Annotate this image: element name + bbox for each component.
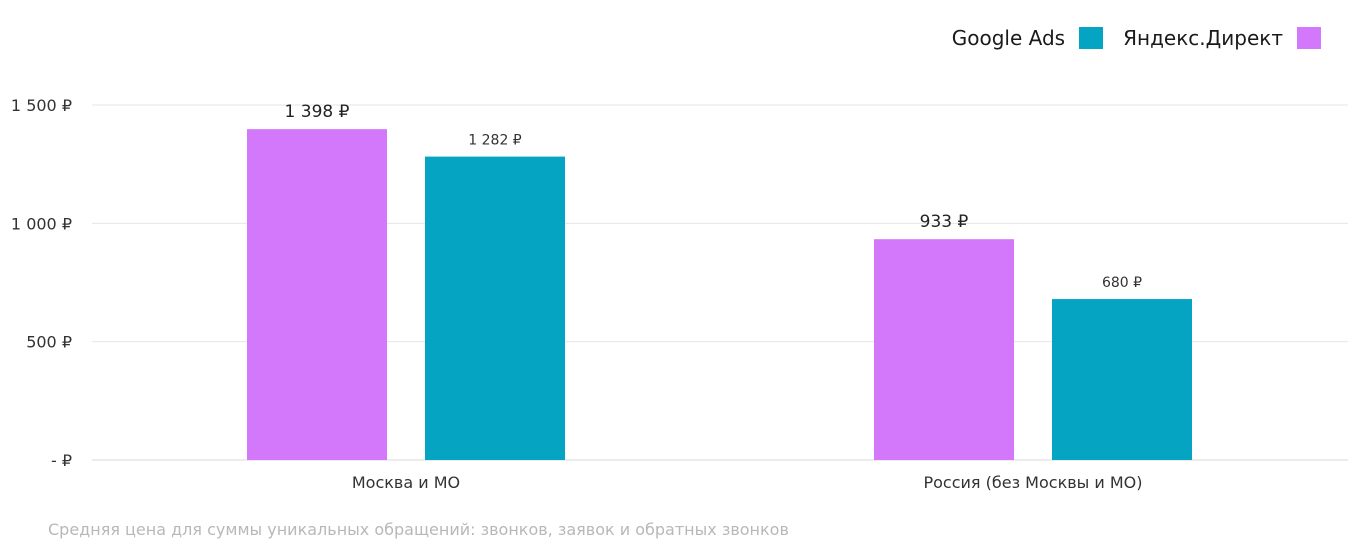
y-tick-label: 500 ₽ <box>26 333 72 352</box>
y-tick-label: - ₽ <box>51 451 72 470</box>
legend-label-yandex-direct: Яндекс.Директ <box>1123 26 1283 50</box>
data-label: 1 282 ₽ <box>468 133 522 149</box>
legend: Google Ads Яндекс.Директ <box>932 26 1321 50</box>
bar <box>247 129 387 460</box>
y-tick-label: 1 000 ₽ <box>11 214 72 233</box>
x-category-label: Москва и МО <box>352 473 460 492</box>
x-category-label: Россия (без Москвы и МО) <box>923 473 1142 492</box>
legend-item-google-ads: Google Ads <box>951 26 1104 50</box>
legend-label-google-ads: Google Ads <box>951 26 1066 50</box>
data-label: 933 ₽ <box>920 212 969 232</box>
footnote: Средняя цена для суммы уникальных обраще… <box>48 520 789 539</box>
data-label: 1 398 ₽ <box>285 102 350 122</box>
legend-swatch-yandex-direct <box>1297 27 1321 49</box>
bar <box>1052 299 1192 460</box>
bar <box>874 239 1014 460</box>
data-label: 680 ₽ <box>1102 275 1142 291</box>
y-tick-label: 1 500 ₽ <box>11 96 72 115</box>
bar <box>425 156 565 461</box>
legend-item-yandex-direct: Яндекс.Директ <box>1123 26 1321 50</box>
legend-swatch-google-ads <box>1079 27 1104 49</box>
